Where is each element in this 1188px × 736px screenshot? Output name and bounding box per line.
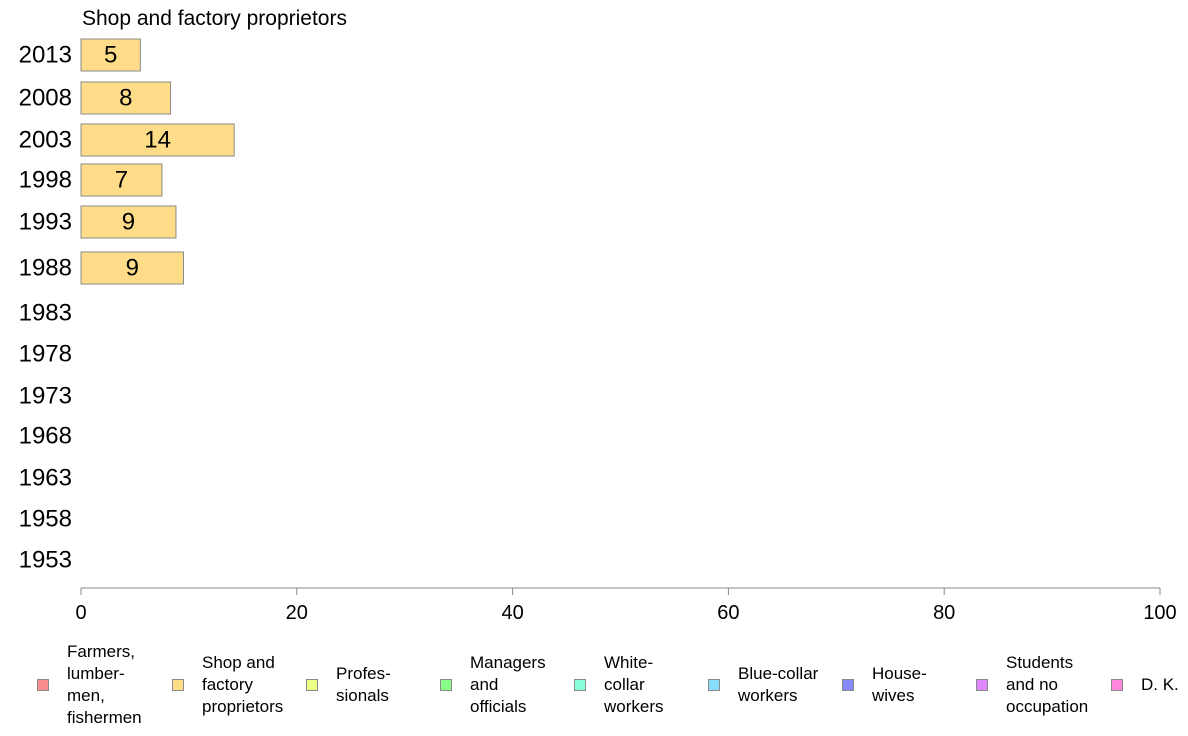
legend-item: Blue-collar workers <box>708 640 818 730</box>
x-tick-label: 60 <box>717 602 739 624</box>
bar-rows: 2013 5 2008 8 2003 14 1998 7 1993 9 1988 9 1983 1978 1… <box>19 38 235 574</box>
bar-data-label: 7 <box>115 167 128 194</box>
legend-label: Farmers, lumber- men, fishermen <box>67 642 142 727</box>
legend-label: Shop and factory proprietors <box>202 653 284 716</box>
bar <box>80 38 141 72</box>
y-tick-label: 1983 <box>19 300 72 327</box>
y-tick-label: 1973 <box>19 383 72 410</box>
x-axis: 0 20 40 60 80 100 <box>75 587 1177 624</box>
y-tick-label: 2013 <box>19 42 72 69</box>
y-tick-label: 2008 <box>19 85 72 112</box>
legend-swatch <box>708 679 720 691</box>
x-tick-label: 20 <box>286 602 308 624</box>
legend-swatch <box>574 679 586 691</box>
bar <box>80 81 172 115</box>
legend-label: D. K. <box>1141 675 1179 694</box>
legend-label: Managers and officials <box>470 653 546 716</box>
bar-data-label: 5 <box>104 42 117 69</box>
x-tick-label: 80 <box>933 602 955 624</box>
legend-swatch <box>1111 679 1123 691</box>
legend-item: Profes- sionals <box>306 640 391 730</box>
legend: Farmers, lumber- men, fishermen Shop and … <box>0 640 1188 730</box>
bar <box>80 251 185 285</box>
y-tick-label: 1998 <box>19 167 72 194</box>
bar <box>80 123 235 157</box>
legend-item: D. K. <box>1111 640 1179 730</box>
legend-swatch <box>306 679 318 691</box>
legend-swatch <box>842 679 854 691</box>
y-tick-label: 1993 <box>19 209 72 236</box>
y-tick-label: 1963 <box>19 465 72 492</box>
y-tick-label: 1953 <box>19 547 72 574</box>
x-tick-label: 40 <box>501 602 523 624</box>
bar-data-label: 9 <box>126 255 139 282</box>
legend-item: Shop and factory proprietors <box>172 640 283 730</box>
y-tick-label: 1978 <box>19 341 72 368</box>
bar <box>80 163 163 197</box>
bar <box>80 205 177 239</box>
legend-label: Profes- sionals <box>336 664 391 705</box>
legend-item: Managers and officials <box>440 640 546 730</box>
legend-label: White- collar workers <box>604 653 664 716</box>
legend-item: House- wives <box>842 640 927 730</box>
legend-swatch <box>37 679 49 691</box>
legend-label: Blue-collar workers <box>738 664 819 705</box>
legend-item: White- collar workers <box>574 640 664 730</box>
legend-swatch <box>976 679 988 691</box>
legend-swatch <box>440 679 452 691</box>
bar-data-label: 8 <box>119 85 132 112</box>
chart-title: Shop and factory proprietors <box>82 7 347 30</box>
legend-label: Students and no occupation <box>1006 653 1089 716</box>
y-tick-label: 1958 <box>19 506 72 533</box>
bar-chart: 2013 5 2008 8 2003 14 1998 7 1993 9 1988 9 1983 1978 1… <box>19 38 1177 624</box>
x-tick-label: 100 <box>1143 602 1176 624</box>
legend-item: Students and no occupation <box>976 640 1088 730</box>
y-tick-label: 2003 <box>19 127 72 154</box>
legend-swatch <box>172 679 184 691</box>
legend-item: Farmers, lumber- men, fishermen <box>37 640 142 730</box>
x-tick-label: 0 <box>75 602 86 624</box>
y-tick-label: 1988 <box>19 255 72 282</box>
y-tick-label: 1968 <box>19 423 72 450</box>
bar-data-label: 9 <box>122 209 135 236</box>
legend-label: House- wives <box>872 664 927 705</box>
bar-data-label: 14 <box>144 127 171 154</box>
